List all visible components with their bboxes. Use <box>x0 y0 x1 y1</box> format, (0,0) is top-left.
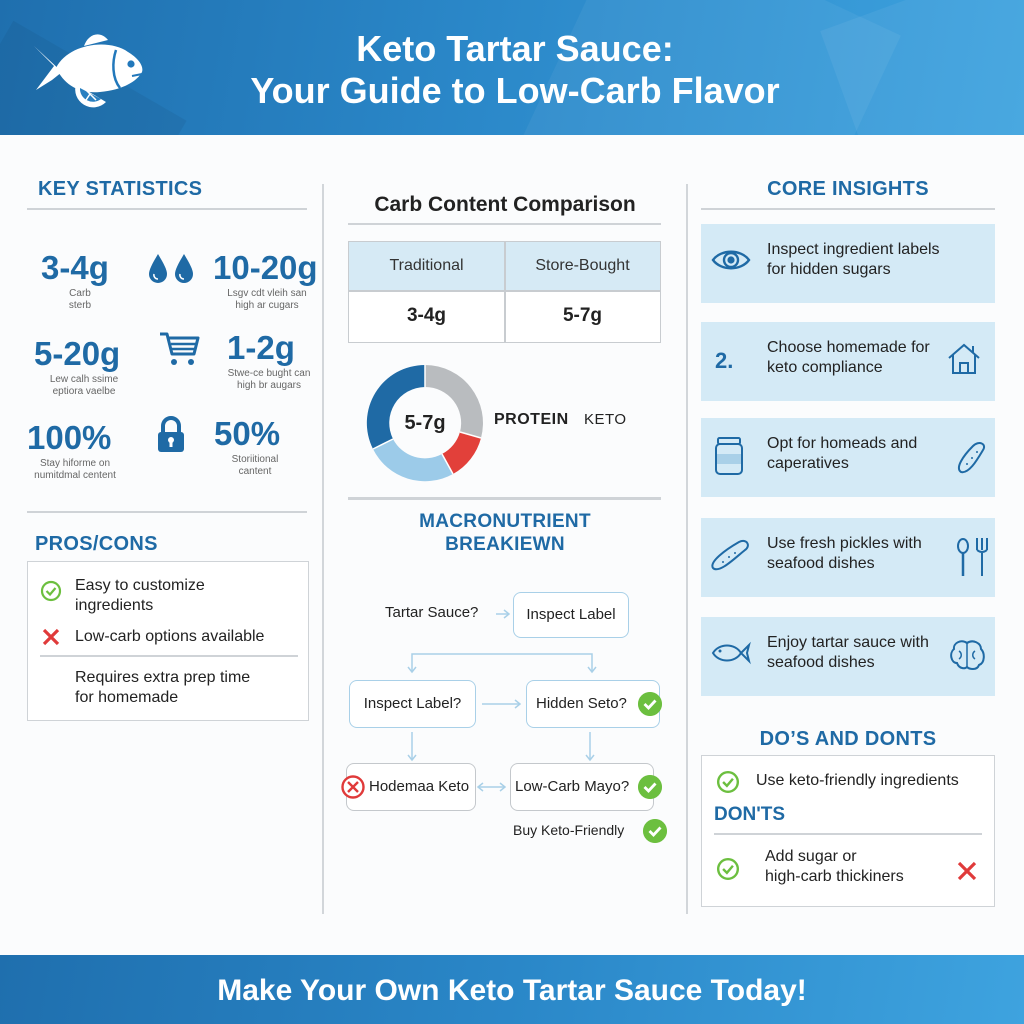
donut-chart-svg <box>366 364 483 482</box>
flow-node-inspect-label-question: Inspect Label? <box>349 680 476 728</box>
cross-circle-icon <box>341 775 365 799</box>
pros-cons-divider <box>40 655 298 657</box>
water-drops-icon <box>149 254 193 283</box>
insight-card: 2. Choose homemade for keto compliance <box>701 322 995 401</box>
shopping-cart-icon <box>160 332 200 365</box>
donts-divider <box>714 833 982 835</box>
cross-icon <box>957 861 977 881</box>
insight-card: Opt for homeads and caperatives <box>701 418 995 497</box>
insight-card: Enjoy tartar sauce with seafood dishes <box>701 617 995 696</box>
insight-card: Inspect ingredient labels for hidden sug… <box>701 224 995 303</box>
dont-item: Add sugar or high-carb thickiners <box>765 848 904 885</box>
pros-cons-text: for homemade <box>75 689 179 706</box>
stats-bottom-rule <box>27 511 307 513</box>
carb-comparison-table: Traditional Store-Bought 3-4g 5-7g <box>348 241 661 343</box>
dos-donts-title: DO’S AND DONTS <box>759 728 937 750</box>
stat-value: 5-20g <box>34 335 121 372</box>
pros-cons-box: Easy to customize ingredients Low-carb o… <box>27 561 309 721</box>
check-circle-icon <box>40 580 62 602</box>
title-line-2: Your Guide to Low-Carb Flavor <box>250 70 780 111</box>
pros-cons-text: Easy to customize <box>75 577 205 594</box>
stat-caption: Lew calh ssime eptiora vaelbe <box>49 374 119 397</box>
check-badge-icon <box>638 775 662 799</box>
pros-cons-text: Low-carb options available <box>75 628 265 645</box>
stat-caption: Lsgv cdt vleih san high ar cugars <box>227 288 307 311</box>
stat-value: 10-20g <box>213 249 318 286</box>
pros-cons-title: PROS/CONS <box>35 533 158 555</box>
stat-caption: Storiitional cantent <box>231 454 279 477</box>
stat-value: 3-4g <box>41 249 109 286</box>
footer-cta: Make Your Own Keto Tartar Sauce Today! <box>217 974 807 1007</box>
table-header: Store-Bought <box>505 242 660 290</box>
cross-icon <box>42 628 60 646</box>
jar-icon <box>715 437 743 475</box>
utensils-icon <box>957 538 988 576</box>
key-statistics-rule <box>27 208 307 210</box>
core-insights-title: CORE INSIGHTS <box>767 178 929 200</box>
pros-cons-text: ingredients <box>75 597 154 614</box>
table-header: Traditional <box>349 242 504 290</box>
flow-node-buy: Buy Keto-Friendly <box>513 822 625 838</box>
table-cell: 3-4g <box>349 290 504 342</box>
pros-cons-text: Requires extra prep time <box>75 669 251 686</box>
legend-keto: KETO <box>584 411 627 428</box>
column-divider-left <box>322 184 324 914</box>
flow-node-low-carb-mayo: Low-Carb Mayo? <box>510 763 654 811</box>
insight-number: 2. <box>715 348 734 373</box>
stat-value: 100% <box>27 419 112 456</box>
flow-node-hidden: Hidden Seto? <box>526 680 660 728</box>
lock-icon <box>158 416 184 452</box>
house-icon <box>948 343 980 374</box>
stat-caption: Stwe-ce bught can high br augars <box>227 368 311 391</box>
stat-value: 50% <box>214 415 281 452</box>
stat-caption: Carb sterb <box>68 288 92 311</box>
legend-protein: PROTEIN <box>494 411 569 428</box>
insight-card: Use fresh pickles with seafood dishes <box>701 518 995 597</box>
macro-rule <box>348 497 661 500</box>
table-cell: 5-7g <box>505 290 660 342</box>
key-statistics-title: KEY STATISTICS <box>38 178 203 200</box>
carb-comparison-title: Carb Content Comparison <box>374 193 636 216</box>
carb-donut-chart: 5-7g <box>365 363 485 483</box>
dos-donts-box: Use keto-friendly ingredients DON'TS Add… <box>701 755 995 907</box>
fish-icon <box>711 641 751 665</box>
stat-value: 1-2g <box>227 329 295 366</box>
fish-with-lemon-icon <box>34 34 143 108</box>
carb-comparison-rule <box>348 223 661 225</box>
eye-icon <box>711 250 751 270</box>
check-badge-icon <box>643 819 667 843</box>
check-circle-icon <box>716 770 740 794</box>
pickle-icon <box>711 540 749 571</box>
brain-icon <box>950 640 985 670</box>
stat-caption: Stay hiforme on numitdmal centent <box>34 458 116 481</box>
page-title: Keto Tartar Sauce: Your Guide to Low-Car… <box>160 28 870 112</box>
flow-node-inspect-label: Inspect Label <box>513 592 629 638</box>
pickle-icon <box>957 442 985 474</box>
footer-banner: Make Your Own Keto Tartar Sauce Today! <box>0 955 1024 1024</box>
title-line-1: Keto Tartar Sauce: <box>356 28 674 69</box>
check-badge-icon <box>638 692 662 716</box>
donts-title: DON'TS <box>714 804 786 825</box>
flow-start: Tartar Sauce? <box>385 604 479 621</box>
do-item: Use keto-friendly ingredients <box>756 772 959 789</box>
donut-center-label: 5-7g <box>404 412 446 434</box>
check-circle-icon <box>716 857 740 881</box>
column-divider-right <box>686 184 688 914</box>
header-banner: Keto Tartar Sauce: Your Guide to Low-Car… <box>0 0 1024 135</box>
core-insights-rule <box>701 208 995 210</box>
macronutrient-title: MACRONUTRIENT BREAKIEWN <box>419 511 591 555</box>
flow-node-homemade: Hodemaa Keto <box>346 763 476 811</box>
